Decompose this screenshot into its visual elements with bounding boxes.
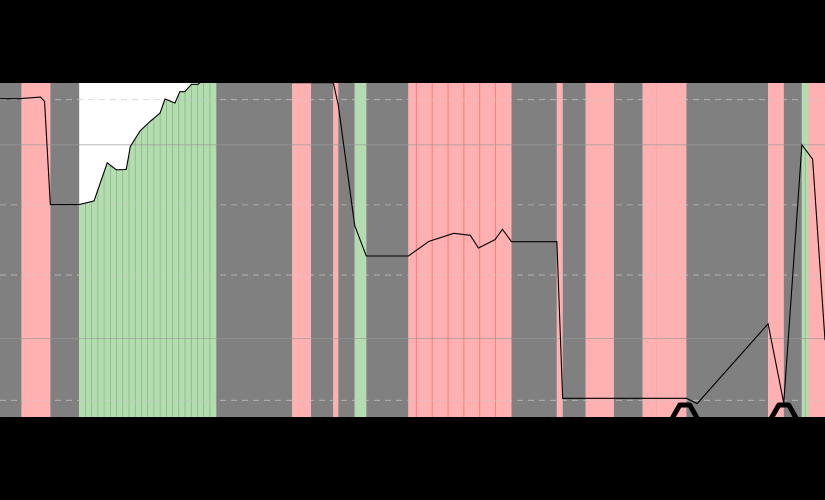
band-gray <box>511 83 557 417</box>
triangle-marker <box>767 402 800 423</box>
band-gray <box>216 83 293 417</box>
band-red <box>642 83 657 417</box>
band-red <box>292 83 312 417</box>
band-red <box>21 83 51 417</box>
line-layer <box>0 83 825 405</box>
triangle-marker <box>668 402 701 423</box>
band-green <box>354 83 367 417</box>
band-red <box>556 83 563 417</box>
band-red <box>408 83 512 417</box>
band-red <box>768 83 784 417</box>
band-gray <box>311 83 334 417</box>
band-gray <box>0 83 22 417</box>
gridline-layer <box>0 99 825 401</box>
series-line <box>0 83 825 405</box>
band-red <box>333 83 339 417</box>
band-gray <box>50 83 80 417</box>
band-layer <box>0 83 825 417</box>
band-gray <box>686 83 769 417</box>
band-red <box>585 83 614 417</box>
band-red <box>808 83 825 417</box>
band-gray <box>562 83 586 417</box>
band-gray <box>366 83 409 417</box>
band-gray <box>338 83 355 417</box>
marker-layer <box>668 402 800 423</box>
green-fill-layer <box>79 83 809 418</box>
band-gray <box>613 83 643 417</box>
band-red <box>656 83 687 417</box>
